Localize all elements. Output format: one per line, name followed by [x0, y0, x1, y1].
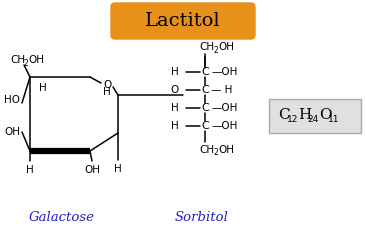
Text: OH: OH [218, 145, 234, 155]
Text: H: H [171, 121, 179, 131]
Text: Sorbitol: Sorbitol [175, 211, 229, 224]
Text: OH: OH [84, 165, 100, 175]
Text: O: O [171, 85, 179, 95]
Text: H: H [171, 103, 179, 113]
Text: C: C [201, 85, 209, 95]
Text: H: H [103, 87, 111, 97]
Text: 2: 2 [213, 148, 218, 157]
Text: — H: — H [211, 85, 232, 95]
Text: C: C [278, 108, 290, 122]
Text: H: H [26, 165, 34, 175]
Text: OH: OH [4, 127, 20, 137]
Text: 11: 11 [328, 114, 340, 124]
Text: CH: CH [199, 42, 214, 52]
Text: 2: 2 [24, 59, 29, 68]
Text: C: C [201, 103, 209, 113]
Text: H: H [114, 164, 122, 174]
Text: 2: 2 [213, 46, 218, 55]
Text: CH: CH [199, 145, 214, 155]
Text: HO: HO [4, 95, 20, 105]
FancyBboxPatch shape [111, 3, 255, 39]
Text: H: H [298, 108, 311, 122]
Text: 12: 12 [287, 114, 298, 124]
Text: —OH: —OH [211, 67, 238, 77]
Text: Galactose: Galactose [29, 211, 95, 224]
FancyBboxPatch shape [269, 99, 361, 133]
Text: OH: OH [218, 42, 234, 52]
Text: C: C [201, 67, 209, 77]
Text: Lactitol: Lactitol [145, 12, 221, 30]
Text: O: O [103, 80, 111, 90]
Text: —OH: —OH [211, 103, 238, 113]
Text: H: H [39, 83, 47, 93]
Text: H: H [171, 67, 179, 77]
Text: —OH: —OH [211, 121, 238, 131]
Text: OH: OH [28, 55, 44, 65]
Text: O: O [319, 108, 332, 122]
Text: 24: 24 [307, 114, 318, 124]
Text: C: C [201, 121, 209, 131]
Text: CH: CH [10, 55, 25, 65]
